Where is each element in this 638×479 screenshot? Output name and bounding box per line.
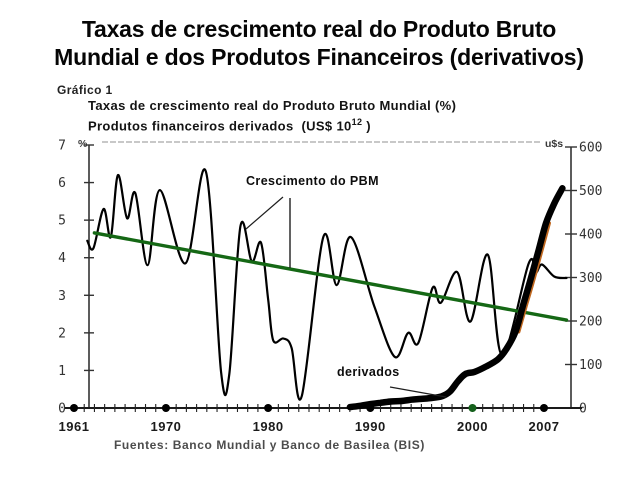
left-axis-tick-label: 6 (58, 176, 66, 191)
annotation-pbm-label: Crescimento do PBM (246, 174, 379, 188)
x-axis-year-label: 1970 (150, 419, 181, 434)
right-axis-tick-label: 400 (579, 228, 602, 243)
figure-subtitle-2-text: Produtos financeiros derivados (US$ 10 (88, 118, 352, 134)
right-axis-tick-label: 500 (579, 184, 602, 199)
slide-title: Taxas de crescimento real do Produto Bru… (0, 15, 638, 71)
right-axis-tick-label: 200 (579, 315, 602, 330)
left-axis-tick-label: 4 (58, 251, 66, 266)
x-axis-year-label: 1990 (355, 419, 386, 434)
right-axis-tick-label: 0 (579, 402, 587, 417)
left-axis-tick-label: 2 (58, 326, 66, 341)
source-note: Fuentes: Banco Mundial y Banco de Basile… (114, 438, 425, 452)
figure-subtitle-1: Taxas de crescimento real do Produto Bru… (88, 98, 457, 113)
figure-subtitle-2-close: ) (362, 118, 371, 134)
annotation-derivados-label: derivados (337, 365, 400, 379)
left-axis-tick-label: 5 (58, 214, 66, 229)
figure-subtitle-2: Produtos financeiros derivados (US$ 1012… (88, 117, 371, 133)
x-axis: 1961 1970 1980 1990 2000 2007 (59, 404, 582, 434)
slide-title-line2: Mundial e dos Produtos Financeiros (deri… (54, 44, 584, 70)
left-axis-unit-label: % (78, 138, 88, 150)
right-axis-tick-label: 100 (579, 358, 602, 373)
x-axis-year-dot (161, 404, 170, 412)
chart-series (86, 168, 569, 411)
x-axis-year-dot (264, 404, 273, 412)
left-axis-tick-label: 7 (58, 139, 66, 154)
x-axis-year-dot (70, 404, 78, 412)
x-axis-year-dot (468, 404, 477, 412)
derivados-pointer-line (389, 386, 447, 398)
left-axis-tick-label: 1 (58, 364, 66, 379)
x-axis-year-label: 2000 (457, 419, 488, 434)
pbm-growth-line (86, 168, 568, 401)
x-axis-year-label: 1961 (59, 419, 90, 434)
pbm-pointer-line-diagonal (245, 196, 284, 230)
x-axis-year-label: 1980 (253, 419, 284, 434)
trend-line (92, 231, 569, 322)
derivados-line (346, 185, 566, 411)
left-axis-tick-label: 3 (58, 289, 66, 304)
x-axis-year-dot (539, 404, 548, 412)
figure-subtitle-2-exponent: 12 (351, 117, 363, 127)
figure-label: Gráfico 1 (57, 83, 113, 97)
right-axis-unit-label: u$s (545, 138, 563, 150)
right-axis-tick-label: 300 (579, 271, 602, 286)
right-y-axis: 0 100 200 300 400 500 600 (565, 141, 602, 417)
slide-title-line1: Taxas de crescimento real do Produto Bru… (81, 16, 557, 42)
left-y-axis: 0 1 2 3 4 5 6 7 (58, 139, 94, 417)
left-axis-tick-label: 0 (58, 402, 66, 417)
x-axis-year-label: 2007 (529, 419, 560, 434)
right-axis-tick-label: 600 (579, 141, 602, 156)
